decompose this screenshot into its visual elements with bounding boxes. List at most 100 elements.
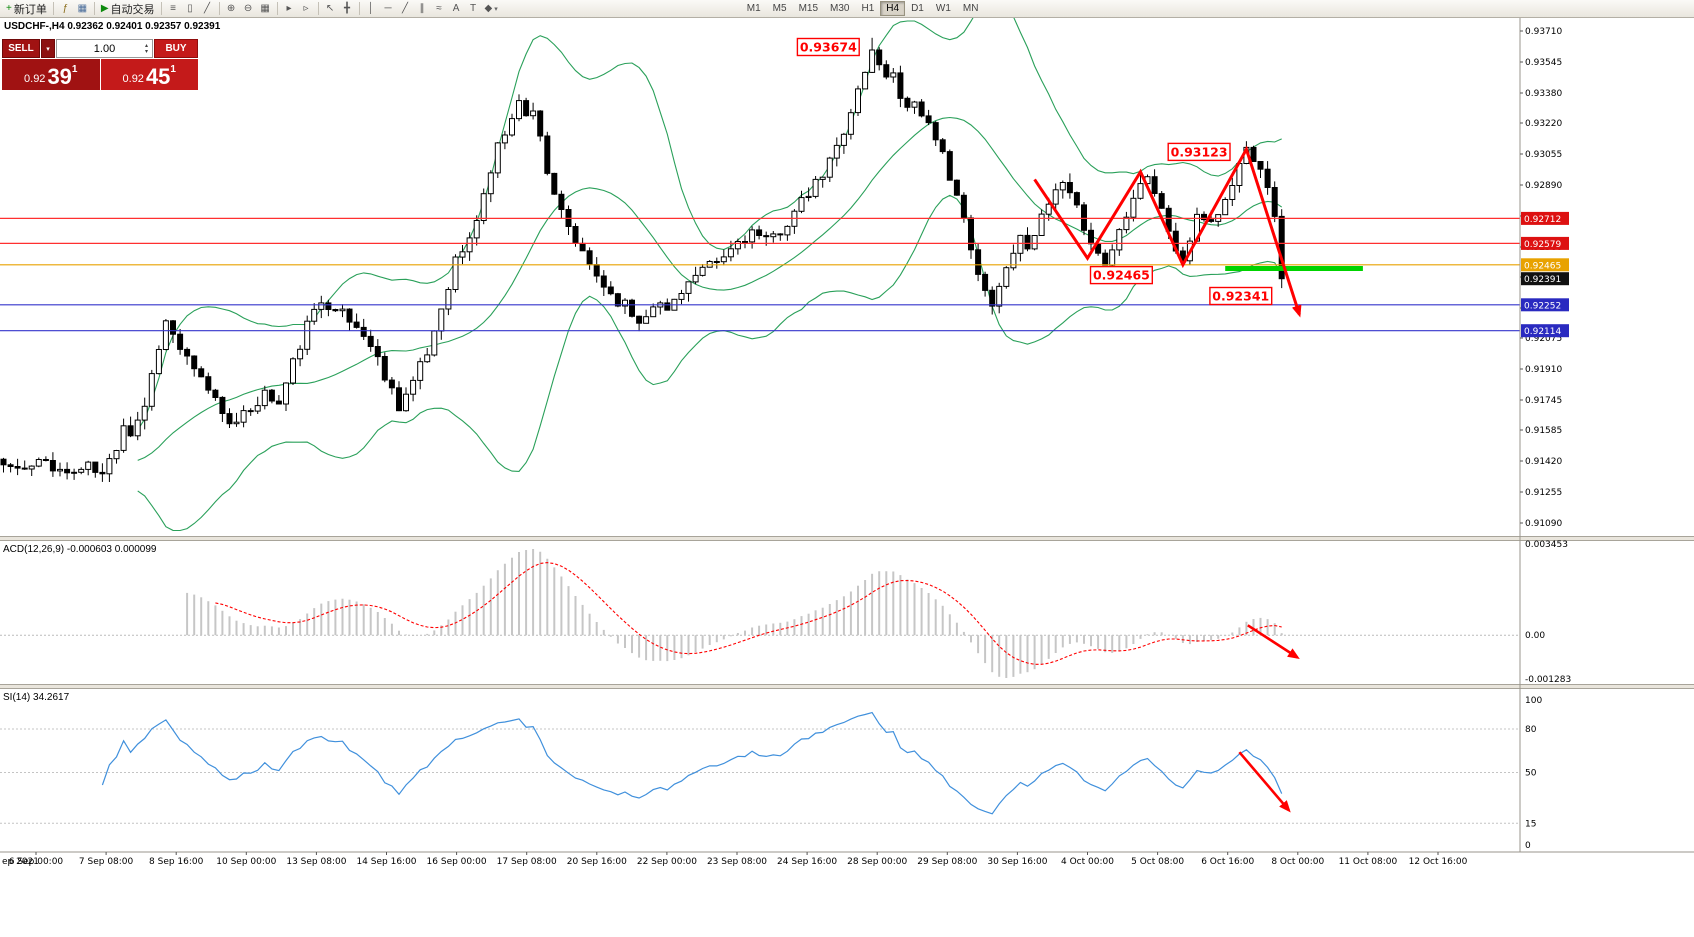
channel-icon: ∥	[419, 2, 425, 14]
vertical-line-button[interactable]: │	[363, 1, 380, 16]
order-type-dropdown[interactable]: ▾	[41, 39, 55, 58]
bar-chart-icon: ≡	[170, 2, 176, 14]
symbol-ohlc-title: USDCHF-,H4 0.92362 0.92401 0.92357 0.923…	[4, 21, 221, 32]
price-scale[interactable]: 0.93710 0.93545 0.93380 0.93220 0.93055 0.928…	[1519, 18, 1571, 852]
svg-text:100: 100	[1525, 696, 1542, 706]
bid-price-display[interactable]: 0.92 39 1	[2, 59, 100, 90]
indicator-list-icon: ƒ	[62, 2, 69, 14]
svg-text:0.91255: 0.91255	[1525, 488, 1562, 498]
chart-shift-button[interactable]: ▹	[298, 1, 315, 16]
horizontal-line-button[interactable]: ─	[380, 1, 397, 16]
volume-stepper[interactable]: ▴ ▾	[142, 41, 151, 56]
svg-text:28 Sep 00:00: 28 Sep 00:00	[847, 857, 907, 867]
volume-field[interactable]: 1.00 ▴ ▾	[56, 39, 153, 58]
auto-scroll-icon: ▸	[286, 2, 292, 14]
svg-text:0.91745: 0.91745	[1525, 396, 1562, 406]
svg-text:0.93545: 0.93545	[1525, 58, 1562, 68]
tile-windows-icon: ▦	[260, 2, 270, 14]
svg-text:0.92712: 0.92712	[1524, 215, 1561, 225]
timeframe-h1-button[interactable]: H1	[855, 1, 880, 16]
timeframe-h4-button[interactable]: H4	[880, 1, 906, 16]
svg-text:10 Sep 00:00: 10 Sep 00:00	[216, 857, 276, 867]
cursor-button[interactable]: ↖	[322, 1, 339, 16]
new-order-icon: +	[6, 2, 12, 14]
svg-text:0.92075: 0.92075	[1525, 334, 1562, 344]
svg-text:24 Sep 16:00: 24 Sep 16:00	[777, 857, 837, 867]
svg-text:8 Oct 00:00: 8 Oct 00:00	[1271, 857, 1324, 867]
svg-text:6 Sep 00:00: 6 Sep 00:00	[9, 857, 64, 867]
channel-button[interactable]: ∥	[414, 1, 431, 16]
timeframe-m5-button[interactable]: M5	[767, 1, 793, 16]
svg-text:29 Sep 08:00: 29 Sep 08:00	[917, 857, 977, 867]
candles	[0, 37, 1285, 482]
svg-text:0.91910: 0.91910	[1525, 365, 1562, 375]
timeframe-d1-button[interactable]: D1	[905, 1, 930, 16]
timeframe-m1-button[interactable]: M1	[741, 1, 767, 16]
svg-text:0.93710: 0.93710	[1525, 27, 1562, 37]
trend-arrows[interactable]	[1033, 145, 1302, 318]
stepper-up-icon[interactable]: ▴	[144, 42, 148, 49]
chart-area[interactable]: 0.93674 0.93123 0.92465 0.92341 0.93710 0.935…	[0, 18, 1694, 937]
indicator-list-button[interactable]: ƒ	[57, 1, 74, 16]
rsi-label: SI(14) 34.2617	[3, 692, 70, 703]
panel-splitters[interactable]	[0, 536, 1694, 689]
svg-text:0.93674: 0.93674	[800, 39, 857, 54]
timeframe-mn-button[interactable]: MN	[957, 1, 985, 16]
svg-text:8 Sep 16:00: 8 Sep 16:00	[149, 857, 204, 867]
svg-text:12 Oct 16:00: 12 Oct 16:00	[1409, 857, 1468, 867]
shapes-button[interactable]: ◆ ▾	[482, 1, 501, 16]
candlestick-chart-button[interactable]: ▯	[182, 1, 199, 16]
timeframe-m15-button[interactable]: M15	[793, 1, 824, 16]
play-icon: ▶	[100, 2, 109, 14]
text-button[interactable]: A	[448, 1, 465, 16]
stepper-down-icon[interactable]: ▾	[144, 48, 148, 55]
tile-windows-button[interactable]: ▦	[257, 1, 274, 16]
timeframe-m30-button[interactable]: M30	[824, 1, 855, 16]
bid-prefix: 0.92	[24, 73, 46, 85]
svg-text:14 Sep 16:00: 14 Sep 16:00	[356, 857, 416, 867]
cursor-icon: ↖	[325, 2, 335, 14]
one-click-top-row: SELL ▾ 1.00 ▴ ▾ BUY	[2, 39, 198, 58]
svg-text:6 Oct 16:00: 6 Oct 16:00	[1201, 857, 1254, 867]
svg-text:0.92579: 0.92579	[1524, 240, 1561, 250]
horizontal-line-icon: ─	[384, 2, 392, 14]
svg-text:0.93055: 0.93055	[1525, 150, 1562, 160]
zoom-out-button[interactable]: ⊖	[240, 1, 257, 16]
fibonacci-button[interactable]: ≈	[431, 1, 448, 16]
macd-down-arrow	[1247, 624, 1300, 660]
crosshair-button[interactable]: ╋	[339, 1, 356, 16]
svg-text:0.91585: 0.91585	[1525, 426, 1562, 436]
chart-windows-button[interactable]: ▦	[74, 1, 91, 16]
sell-button[interactable]: SELL	[2, 39, 40, 58]
svg-text:0.93123: 0.93123	[1171, 144, 1228, 159]
svg-text:7 Sep 08:00: 7 Sep 08:00	[79, 857, 134, 867]
ask-price-display[interactable]: 0.92 45 1	[100, 59, 198, 90]
auto-scroll-button[interactable]: ▸	[281, 1, 298, 16]
svg-text:0.92391: 0.92391	[1524, 275, 1561, 285]
bar-chart-button[interactable]: ≡	[165, 1, 182, 16]
svg-text:0.92465: 0.92465	[1524, 261, 1561, 271]
line-chart-button[interactable]: ╱	[199, 1, 216, 16]
chart-shift-icon: ▹	[303, 2, 309, 14]
new-order-button[interactable]: + 新订单	[3, 1, 50, 16]
label-button[interactable]: T	[465, 1, 482, 16]
timeframe-w1-button[interactable]: W1	[930, 1, 957, 16]
price-annotations[interactable]: 0.93674 0.93123 0.92465 0.92341	[796, 37, 1273, 306]
svg-text:30 Sep 16:00: 30 Sep 16:00	[987, 857, 1047, 867]
buy-button[interactable]: BUY	[154, 39, 198, 58]
toolbar-separator	[93, 2, 95, 15]
fibonacci-icon: ≈	[436, 2, 442, 14]
crosshair-icon: ╋	[344, 2, 351, 14]
one-click-trading-panel: SELL ▾ 1.00 ▴ ▾ BUY 0.92 39 1 0.92 45 1	[2, 39, 198, 90]
svg-text:0.92341: 0.92341	[1212, 288, 1269, 303]
chart-window-icon: ▦	[77, 2, 88, 14]
svg-text:17 Sep 08:00: 17 Sep 08:00	[497, 857, 557, 867]
macd-panel	[0, 549, 1520, 678]
bid-pipette: 1	[71, 64, 78, 75]
shapes-icon: ◆	[484, 2, 493, 14]
auto-trading-button[interactable]: ▶ 自动交易	[98, 1, 158, 16]
zoom-in-button[interactable]: ⊕	[223, 1, 240, 16]
svg-text:5 Oct 08:00: 5 Oct 08:00	[1131, 857, 1184, 867]
trendline-button[interactable]: ╱	[397, 1, 414, 16]
